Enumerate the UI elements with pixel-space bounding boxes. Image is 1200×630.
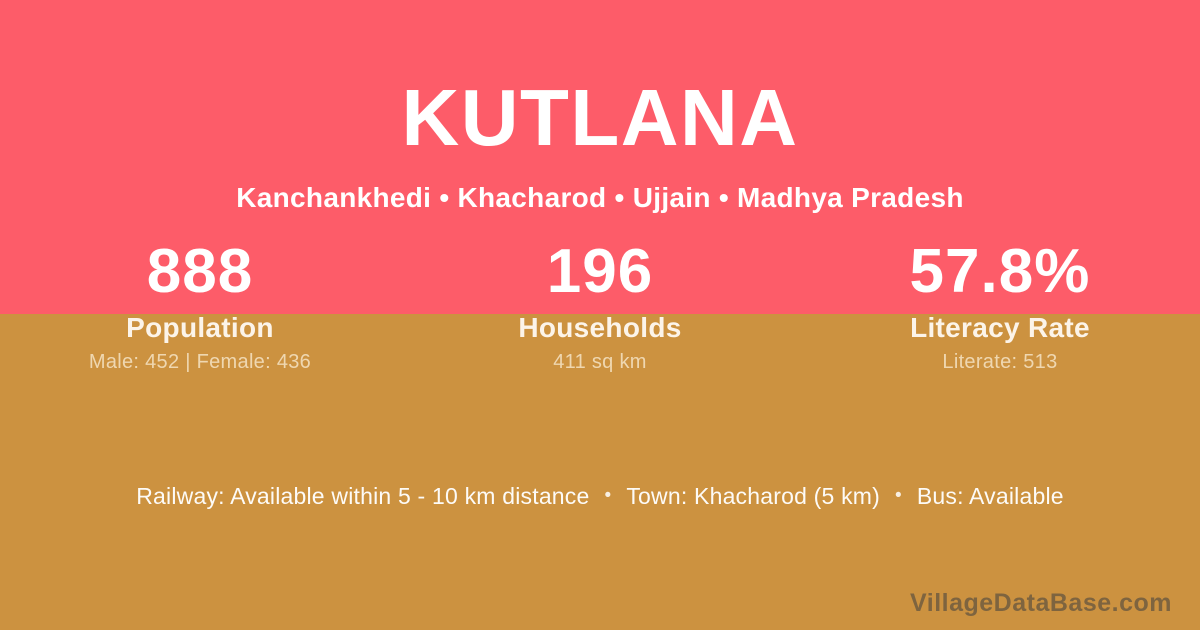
bullet-separator-icon: • bbox=[604, 484, 612, 506]
stat-households: 196 Households 411 sq km bbox=[400, 236, 800, 374]
households-label: Households bbox=[518, 311, 682, 343]
literacy-rate-detail: Literate: 513 bbox=[942, 350, 1058, 373]
amenities-line: Railway: Available within 5 - 10 km dist… bbox=[0, 483, 1200, 510]
town-info: Town: Khacharod (5 km) bbox=[626, 483, 881, 509]
location-breadcrumb: Kanchankhedi • Khacharod • Ujjain • Madh… bbox=[236, 182, 964, 213]
population-label: Population bbox=[126, 311, 274, 343]
literacy-rate-value: 57.8% bbox=[909, 236, 1091, 306]
stats-row: 888 Population Male: 452 | Female: 436 1… bbox=[0, 236, 1200, 374]
bus-info: Bus: Available bbox=[916, 483, 1064, 509]
population-value: 888 bbox=[146, 236, 254, 306]
households-value: 196 bbox=[546, 236, 654, 306]
households-detail: 411 sq km bbox=[553, 350, 647, 373]
watermark: VillageDataBase.com bbox=[910, 589, 1172, 617]
population-detail: Male: 452 | Female: 436 bbox=[88, 350, 312, 373]
railway-info: Railway: Available within 5 - 10 km dist… bbox=[136, 483, 590, 509]
stat-literacy-rate: 57.8% Literacy Rate Literate: 513 bbox=[800, 236, 1200, 374]
page-title: KUTLANA bbox=[401, 73, 799, 162]
bullet-separator-icon: • bbox=[895, 484, 902, 506]
stat-population: 888 Population Male: 452 | Female: 436 bbox=[0, 236, 400, 374]
literacy-rate-label: Literacy Rate bbox=[910, 311, 1090, 343]
